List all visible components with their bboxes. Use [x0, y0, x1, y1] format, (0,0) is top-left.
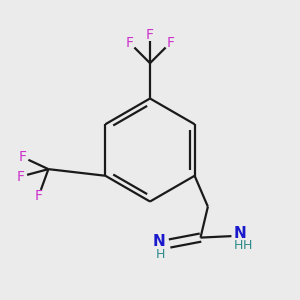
- Text: F: F: [19, 150, 26, 164]
- Text: F: F: [146, 28, 154, 42]
- Text: N: N: [234, 226, 247, 241]
- Text: H: H: [243, 239, 253, 252]
- Text: H: H: [234, 239, 243, 252]
- Text: F: F: [166, 36, 174, 50]
- Text: H: H: [156, 248, 165, 261]
- Text: F: F: [17, 169, 25, 184]
- Text: F: F: [34, 189, 43, 203]
- Text: F: F: [126, 36, 134, 50]
- Text: N: N: [152, 234, 165, 249]
